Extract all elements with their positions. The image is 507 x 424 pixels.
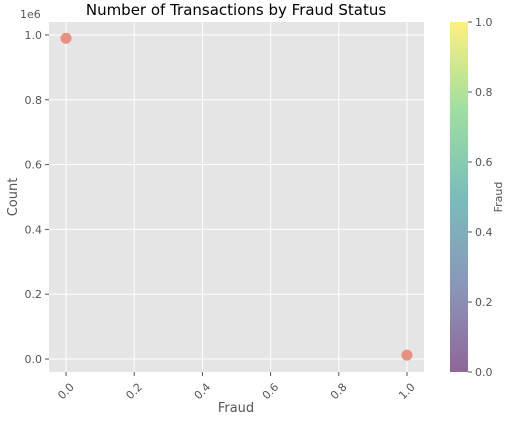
colorbar-tick-label-1: 0.2 bbox=[475, 296, 493, 309]
y-tick-label-3: 0.6 bbox=[25, 159, 43, 172]
colorbar-tick-label-5: 1.0 bbox=[475, 16, 493, 29]
y-tick-label-5: 1.0 bbox=[25, 29, 43, 42]
colorbar-label: Fraud bbox=[492, 182, 505, 213]
grid bbox=[49, 22, 424, 372]
colorbar-tick-label-4: 0.8 bbox=[475, 86, 493, 99]
y-ticks: 0.0 0.2 0.4 0.6 0.8 1.0 bbox=[25, 29, 49, 366]
data-point-1 bbox=[401, 349, 413, 361]
y-offset-label: 1e6 bbox=[20, 8, 41, 21]
data-point-0 bbox=[60, 32, 72, 44]
x-ticks: 0.0 0.2 0.4 0.6 0.8 1.0 bbox=[55, 372, 418, 403]
y-tick-label-4: 0.8 bbox=[25, 94, 43, 107]
x-tick-label-4: 0.8 bbox=[328, 381, 350, 403]
y-tick-label-1: 0.2 bbox=[25, 288, 43, 301]
y-axis-label: Count bbox=[6, 178, 21, 217]
y-tick-label-0: 0.0 bbox=[25, 353, 43, 366]
x-tick-label-2: 0.4 bbox=[192, 381, 214, 403]
data-points bbox=[60, 32, 413, 361]
x-tick-label-5: 1.0 bbox=[396, 381, 418, 403]
colorbar-tick-label-0: 0.0 bbox=[475, 366, 493, 379]
y-tick-label-2: 0.4 bbox=[25, 223, 43, 236]
colorbar-tick-label-3: 0.6 bbox=[475, 156, 493, 169]
x-axis-label: Fraud bbox=[218, 401, 254, 416]
colorbar-ticks: 0.0 0.2 0.4 0.6 0.8 1.0 bbox=[468, 16, 493, 379]
x-tick-label-3: 0.6 bbox=[260, 381, 282, 403]
colorbar bbox=[450, 22, 468, 372]
chart-title: Number of Transactions by Fraud Status bbox=[86, 1, 386, 19]
colorbar-tick-label-2: 0.4 bbox=[475, 226, 493, 239]
x-tick-label-0: 0.0 bbox=[55, 381, 77, 403]
x-tick-label-1: 0.2 bbox=[123, 381, 145, 403]
plot-background bbox=[49, 22, 424, 372]
